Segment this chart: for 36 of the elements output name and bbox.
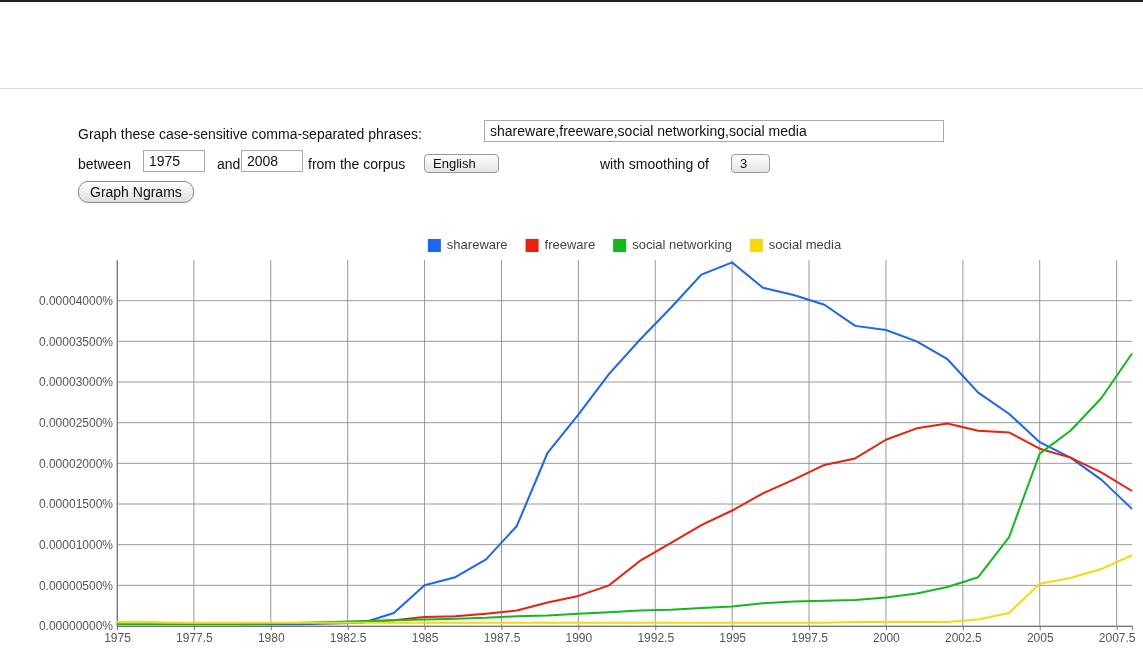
x-tick-label: 2002.5: [944, 630, 983, 645]
y-tick-label: 0.00000500%: [38, 578, 114, 593]
text: 2008: [241, 150, 303, 172]
x-tick-label: 1982.5: [329, 630, 367, 645]
legend-label: social media: [768, 237, 842, 252]
text: with smoothing of: [600, 156, 709, 172]
legend-label: shareware: [446, 237, 508, 252]
x-tick-label: 1990: [565, 630, 593, 645]
text: and: [217, 156, 241, 172]
x-tick-label: 1977.5: [176, 630, 214, 645]
x-tick-label: 1987.5: [483, 630, 521, 645]
x-tick-label: 1995: [719, 630, 747, 645]
x-tick-label: 1980: [257, 630, 285, 645]
legend-label: freeware: [544, 237, 596, 252]
text: 3: [731, 154, 771, 173]
x-tick-label: 1985: [411, 630, 439, 645]
y-tick-label: 0.00003000%: [38, 375, 114, 390]
x-tick-label: 2007.5: [1098, 630, 1136, 645]
y-tick-label: 0.00003500%: [38, 334, 114, 349]
x-tick-label: 2005: [1026, 630, 1054, 645]
y-tick-label: 0.00001000%: [38, 538, 114, 553]
y-tick-label: 0.00004000%: [38, 294, 114, 309]
text: 1975: [143, 150, 205, 172]
x-tick-label: 1997.5: [791, 630, 829, 645]
legend-label: social networking: [632, 237, 732, 252]
y-tick-label: 0.00001500%: [38, 497, 114, 512]
text: from the corpus: [308, 156, 406, 172]
x-tick-label: 2000: [873, 630, 901, 645]
y-tick-label: 0.00002000%: [38, 456, 114, 471]
text: shareware,freeware,social networking,social media: [484, 120, 944, 142]
y-tick-label: 0.00002500%: [38, 416, 114, 431]
text: Graph Ngrams: [78, 181, 194, 203]
text: Graph these case-sensitive comma-separated phrases:: [78, 126, 422, 142]
text: between: [78, 156, 131, 172]
text: English: [424, 154, 499, 173]
x-tick-label: 1992.5: [637, 630, 675, 645]
